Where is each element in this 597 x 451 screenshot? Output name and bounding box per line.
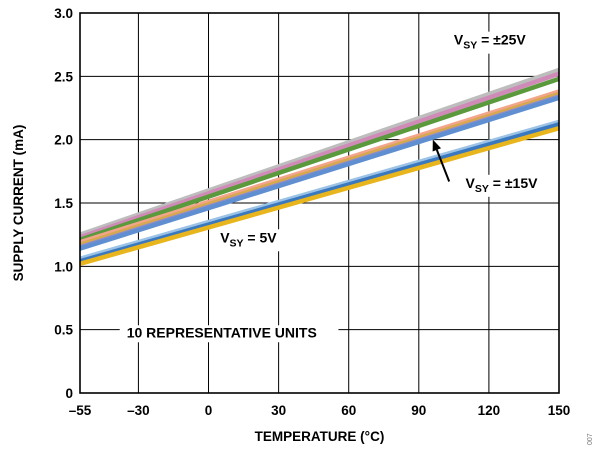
- x-axis-title: TEMPERATURE (°C): [255, 429, 385, 444]
- annotation-vsy25: VSY = ±25V: [454, 32, 527, 52]
- y-tick-label: 0.5: [54, 323, 73, 338]
- annotation-background: [459, 174, 557, 197]
- x-tick-label: 0: [205, 403, 213, 418]
- grid-lines: [79, 12, 560, 394]
- annotation-units: 10 REPRESENTATIVE UNITS: [127, 324, 317, 340]
- y-axis-title: SUPPLY CURRENT (mA): [11, 125, 26, 282]
- series-line: [79, 89, 560, 245]
- series-line: [79, 71, 560, 240]
- y-tick-labels: 0 0.5 1.0 1.5 2.0 2.5 3.0: [54, 6, 73, 401]
- x-tick-label: –55: [69, 403, 92, 418]
- x-tick-label: 120: [478, 403, 501, 418]
- y-tick-label: 1.5: [54, 196, 73, 211]
- y-tick-label: 2.5: [54, 69, 73, 84]
- figure-id: 007: [587, 433, 594, 445]
- series-line: [79, 91, 560, 247]
- y-tick-label: 2.0: [54, 133, 73, 148]
- x-tick-label: 150: [548, 403, 571, 418]
- y-tick-label: 1.0: [54, 259, 73, 274]
- series-line: [79, 76, 560, 242]
- series-line: [79, 67, 560, 237]
- series-line: [79, 95, 560, 251]
- annotation-vsy15: VSY = ±15V: [466, 175, 539, 195]
- x-tick-label: –30: [127, 403, 150, 418]
- plot-frame: [79, 12, 560, 394]
- series-line: [79, 119, 560, 261]
- annotation-background: [214, 229, 293, 252]
- x-tick-labels: –55 –30 0 30 60 90 120 150: [69, 403, 571, 418]
- series-lines: [79, 67, 560, 266]
- x-tick-label: 60: [341, 403, 356, 418]
- series-line: [79, 126, 560, 266]
- arrow-shaft: [435, 149, 451, 182]
- y-tick-label: 0: [65, 386, 73, 401]
- x-tick-label: 90: [411, 403, 426, 418]
- arrow-head: [432, 139, 442, 152]
- y-tick-label: 3.0: [54, 6, 73, 21]
- series-line: [79, 122, 560, 264]
- annotation-background: [447, 31, 545, 54]
- annotations: VSY = ±25V VSY = ±15V VSY = 5V 10 REPRESENT…: [119, 31, 557, 343]
- annotation-background: [119, 325, 339, 343]
- annotation-vsy5: VSY = 5V: [220, 229, 277, 249]
- x-tick-label: 30: [271, 403, 286, 418]
